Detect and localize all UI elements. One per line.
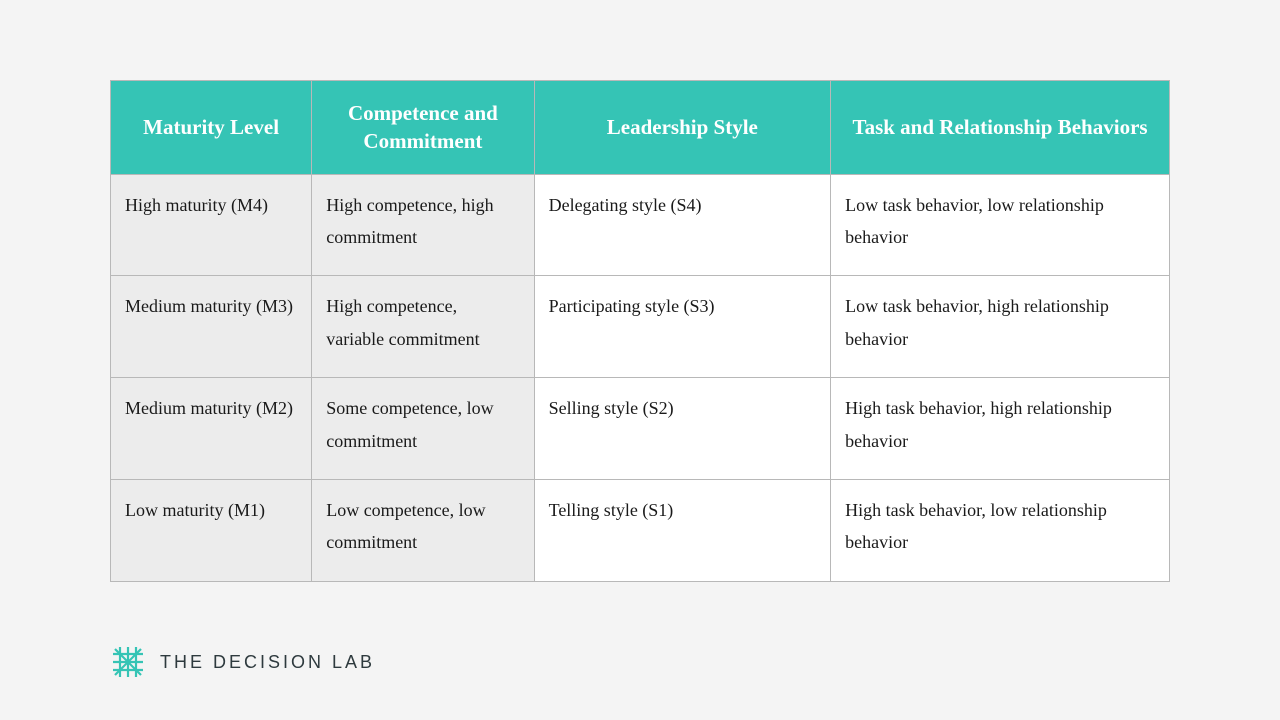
cell-leadership-style: Selling style (S2)	[534, 378, 831, 480]
cell-leadership-style: Participating style (S3)	[534, 276, 831, 378]
cell-competence: Low competence, low commitment	[312, 480, 534, 582]
column-header: Competence and Commitment	[312, 81, 534, 175]
table-row: Medium maturity (M2) Some competence, lo…	[111, 378, 1170, 480]
cell-maturity-level: Low maturity (M1)	[111, 480, 312, 582]
brand-name: THE DECISION LAB	[160, 652, 375, 673]
cell-behaviors: Low task behavior, high relationship beh…	[831, 276, 1170, 378]
column-header: Leadership Style	[534, 81, 831, 175]
cell-maturity-level: Medium maturity (M2)	[111, 378, 312, 480]
cell-competence: High competence, variable commitment	[312, 276, 534, 378]
table-row: Low maturity (M1) Low competence, low co…	[111, 480, 1170, 582]
table-header-row: Maturity Level Competence and Commitment…	[111, 81, 1170, 175]
cell-behaviors: High task behavior, high relationship be…	[831, 378, 1170, 480]
column-header: Maturity Level	[111, 81, 312, 175]
table-container: Maturity Level Competence and Commitment…	[0, 0, 1280, 582]
cell-leadership-style: Delegating style (S4)	[534, 174, 831, 276]
cell-maturity-level: High maturity (M4)	[111, 174, 312, 276]
table-row: High maturity (M4) High competence, high…	[111, 174, 1170, 276]
cell-leadership-style: Telling style (S1)	[534, 480, 831, 582]
cell-behaviors: Low task behavior, low relationship beha…	[831, 174, 1170, 276]
cell-maturity-level: Medium maturity (M3)	[111, 276, 312, 378]
cell-behaviors: High task behavior, low relationship beh…	[831, 480, 1170, 582]
table-row: Medium maturity (M3) High competence, va…	[111, 276, 1170, 378]
hash-weave-icon	[110, 644, 146, 680]
cell-competence: Some competence, low commitment	[312, 378, 534, 480]
cell-competence: High competence, high commitment	[312, 174, 534, 276]
column-header: Task and Relationship Behaviors	[831, 81, 1170, 175]
maturity-leadership-table: Maturity Level Competence and Commitment…	[110, 80, 1170, 582]
brand-logo: THE DECISION LAB	[110, 644, 375, 680]
